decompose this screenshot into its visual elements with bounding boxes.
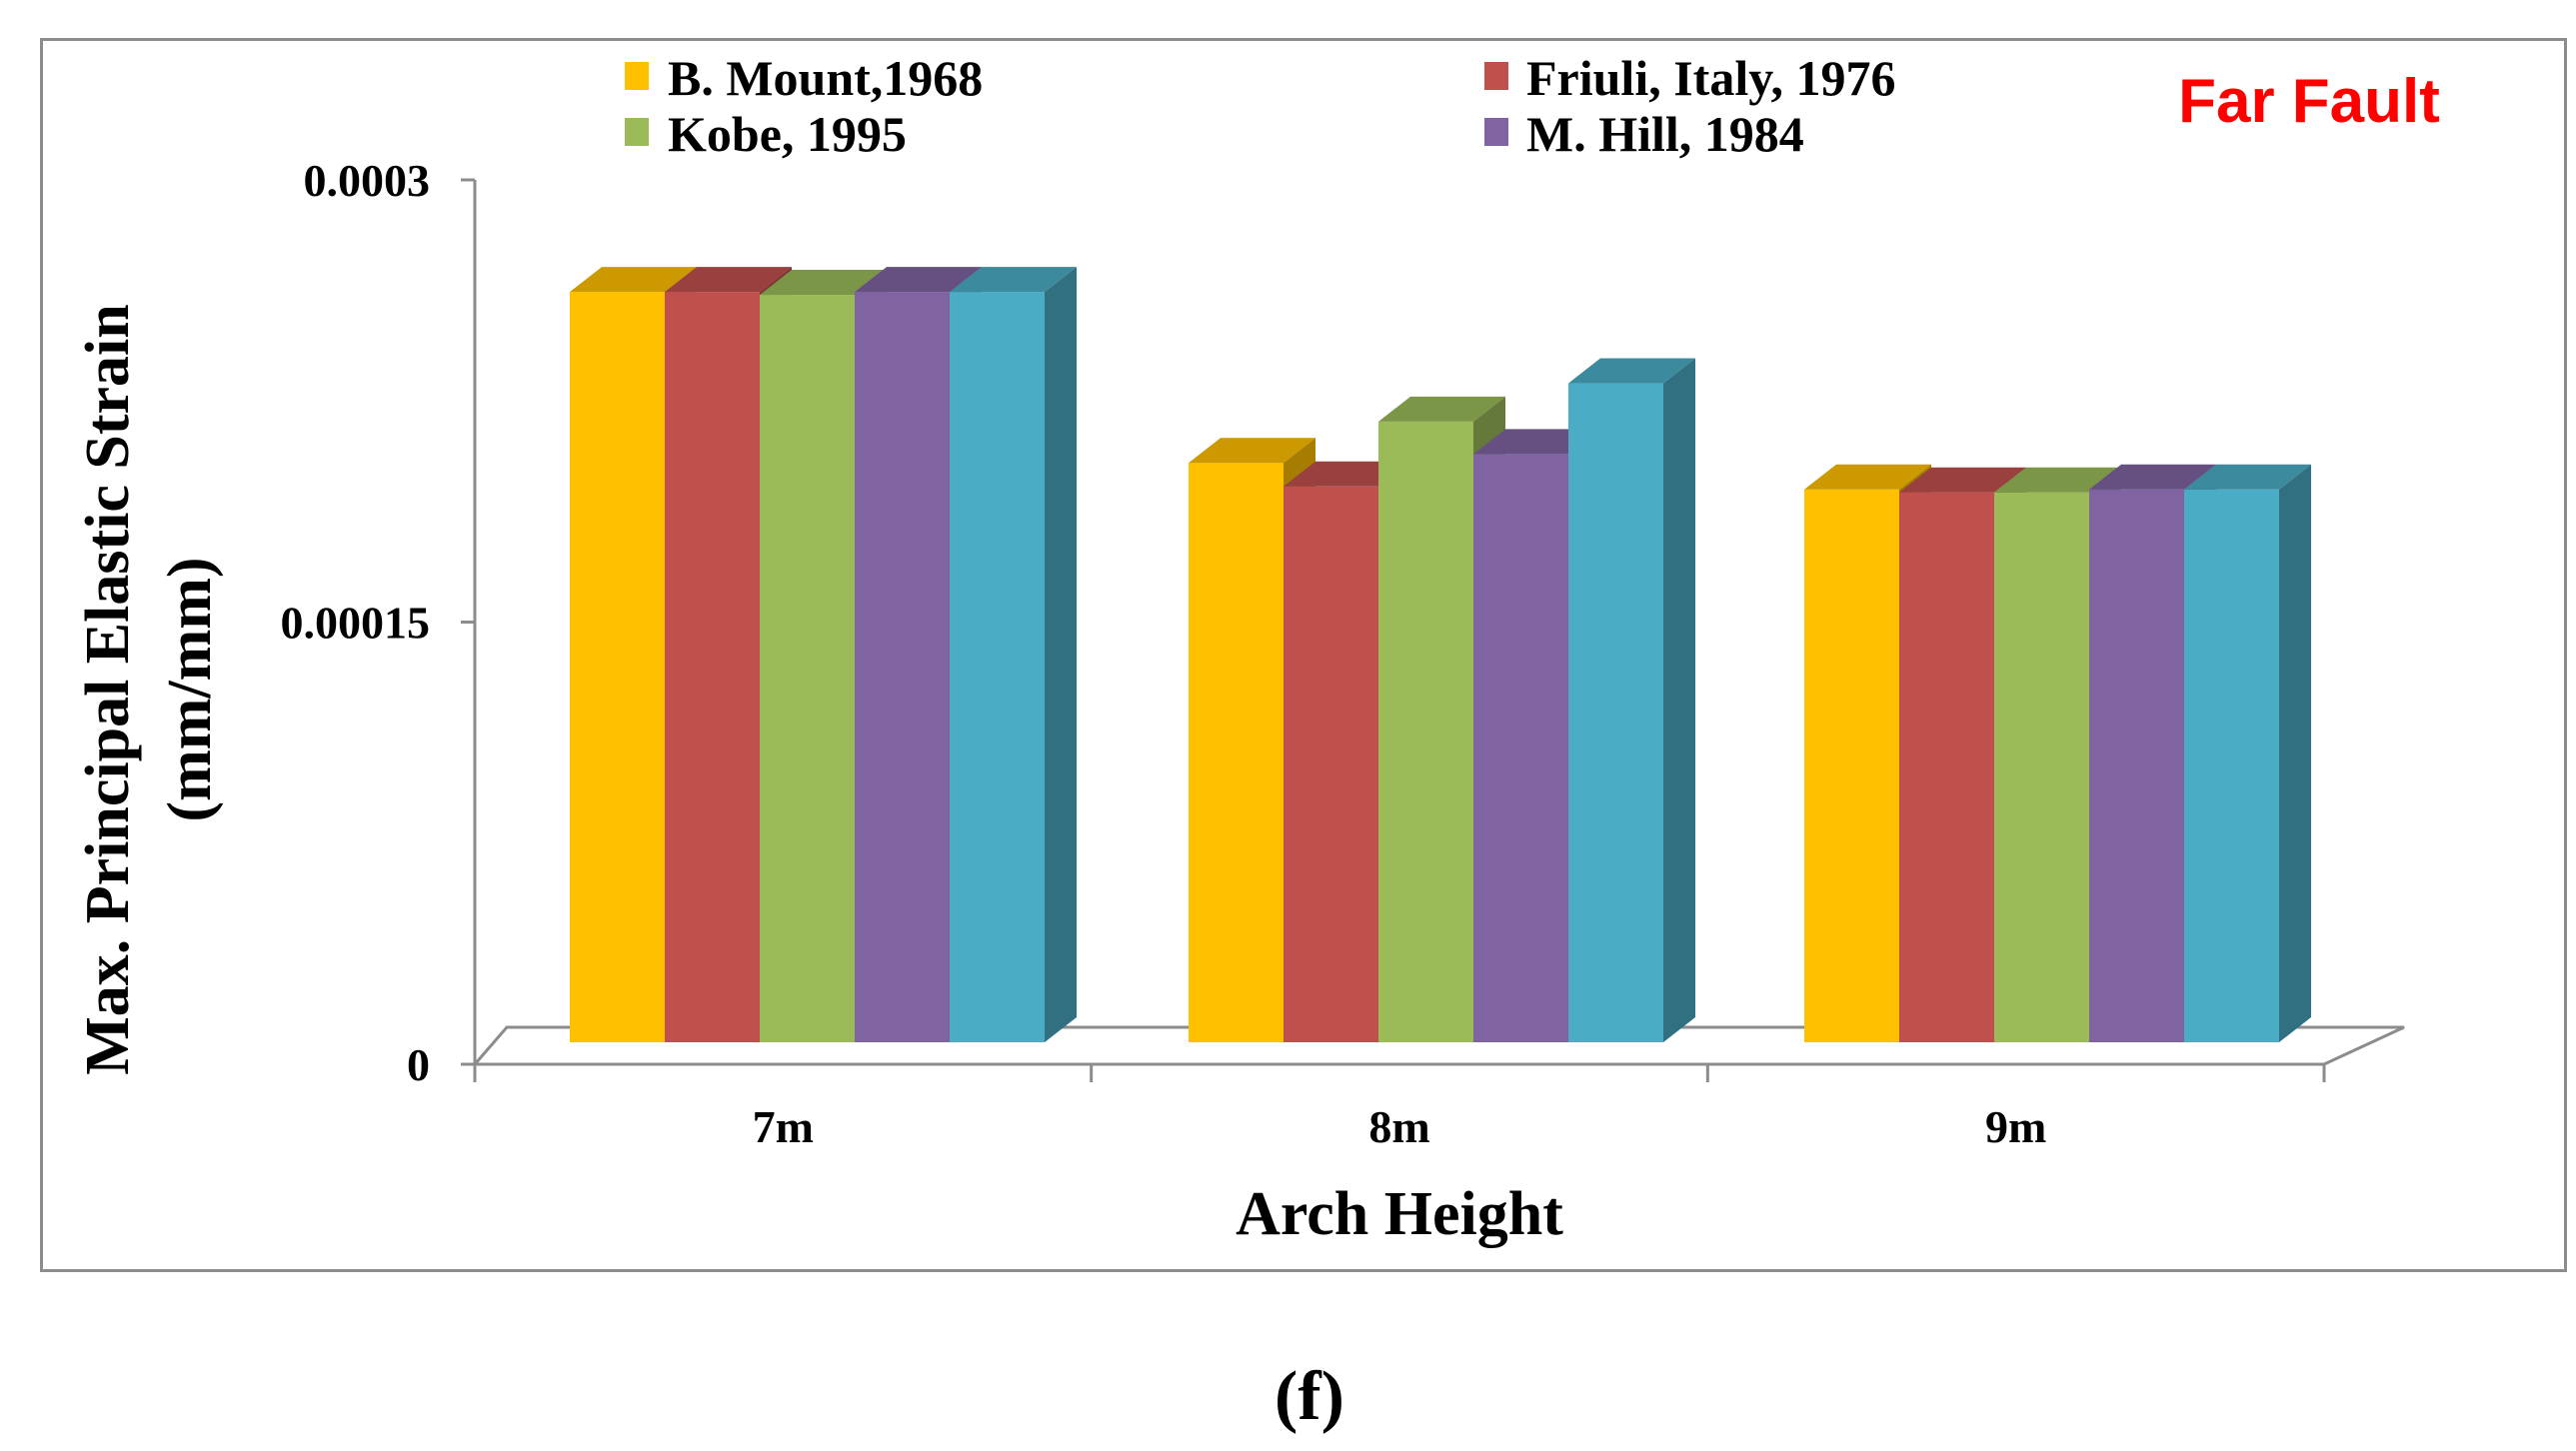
bar xyxy=(1568,358,1695,1042)
y-axis-title-group: Max. Principal Elastic Strain (mm/mm) xyxy=(74,304,224,1075)
legend-swatch-m-hill xyxy=(1484,118,1508,146)
y-tick-label: 0.00015 xyxy=(281,598,431,649)
bar-front xyxy=(1568,383,1663,1042)
y-axis-title: Max. Principal Elastic Strain xyxy=(74,304,142,1075)
bar-front xyxy=(1804,489,1899,1042)
bar-front xyxy=(2184,489,2279,1042)
bar-front xyxy=(1473,454,1568,1043)
bar xyxy=(2184,464,2311,1042)
bar-front xyxy=(1189,463,1284,1042)
bar-side xyxy=(2279,464,2311,1042)
bar-top xyxy=(665,267,792,293)
legend-swatch-friuli xyxy=(1484,62,1508,90)
y-tick-label: 0.0003 xyxy=(304,155,431,206)
bar-front xyxy=(760,295,855,1042)
bar-front xyxy=(950,292,1045,1043)
bar-side xyxy=(1663,358,1695,1042)
bar-top xyxy=(570,267,697,293)
bar-top xyxy=(2089,464,2216,490)
bar-front xyxy=(855,292,950,1043)
bar-front xyxy=(1378,421,1473,1042)
x-category-label: 8m xyxy=(1368,1101,1429,1152)
bars xyxy=(570,267,2311,1043)
bar-front xyxy=(665,292,760,1043)
bar-top xyxy=(950,267,1077,293)
legend-label-m-hill: M. Hill, 1984 xyxy=(1526,106,1804,162)
bar-top xyxy=(855,267,982,293)
legend-label-b-mount: B. Mount,1968 xyxy=(668,50,983,106)
bar-top xyxy=(2184,464,2311,490)
y-tick-label: 0 xyxy=(407,1039,430,1090)
bar-front xyxy=(1994,492,2089,1042)
bar-top xyxy=(1378,396,1505,422)
bar xyxy=(2089,464,2216,1042)
bar-top xyxy=(1189,438,1315,464)
far-fault-annotation: Far Fault xyxy=(2178,67,2440,136)
legend-label-friuli: Friuli, Italy, 1976 xyxy=(1526,50,1895,106)
bar-front xyxy=(1284,486,1378,1042)
x-axis-title: Arch Height xyxy=(1236,1180,1563,1248)
bar-top xyxy=(1568,358,1695,384)
value-axis: 0 0.00015 0.0003 xyxy=(281,155,477,1090)
legend-swatch-kobe xyxy=(625,118,649,146)
bar-top xyxy=(1899,467,2026,493)
bar-top xyxy=(1804,464,1931,490)
bar-front xyxy=(570,292,665,1043)
x-category-label: 7m xyxy=(753,1101,814,1152)
chart-frame xyxy=(40,38,2567,1272)
legend: B. Mount,1968 Friuli, Italy, 1976 Kobe, … xyxy=(625,50,1895,162)
legend-label-kobe: Kobe, 1995 xyxy=(668,106,907,162)
x-category-label: 9m xyxy=(1985,1101,2046,1152)
bar xyxy=(950,267,1077,1043)
bar-top xyxy=(1994,467,2121,493)
bar-top xyxy=(760,270,887,296)
bar-front xyxy=(2089,489,2184,1042)
figure-caption: (f) xyxy=(1275,1358,1344,1435)
category-axis: 7m 8m 9m xyxy=(473,1062,2326,1152)
legend-swatch-b-mount xyxy=(625,62,649,90)
y-axis-unit: (mm/mm) xyxy=(156,557,224,821)
bar-side xyxy=(1045,267,1077,1043)
bar-front xyxy=(1899,492,1994,1042)
